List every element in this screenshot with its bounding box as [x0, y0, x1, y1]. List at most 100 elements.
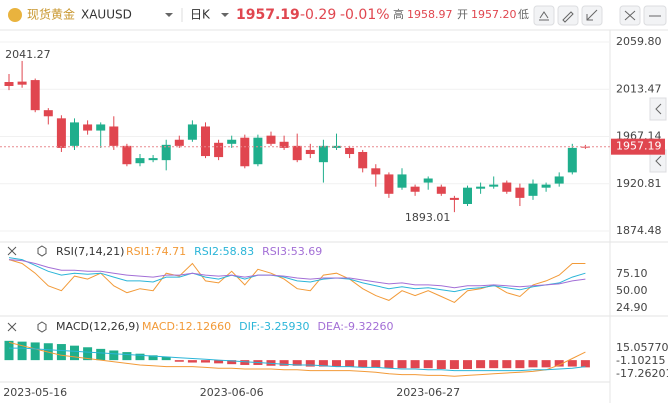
candle-body [554, 176, 564, 184]
candle-body [17, 81, 27, 85]
macd-bar [463, 360, 472, 369]
macd-bar [502, 360, 512, 369]
y-tick-label: 2059.80 [616, 35, 662, 48]
high-label: 高 [393, 7, 404, 21]
settings-icon[interactable] [37, 245, 47, 257]
macd-bar [476, 360, 486, 369]
indicator-title: RSI(7,14,21) [56, 245, 124, 258]
y-tick-label: -17.26201 [616, 367, 668, 380]
candle-body [56, 118, 66, 148]
close-icon[interactable] [7, 246, 17, 256]
macd-bar [292, 360, 302, 366]
macd-bar [397, 360, 407, 369]
macd-bar [201, 360, 210, 363]
macd-bar [410, 360, 420, 369]
x-tick-label: 2023-06-06 [200, 386, 264, 399]
candle-body [70, 122, 79, 146]
min-price-label: 1893.01 [405, 211, 451, 224]
candle-body [541, 184, 551, 188]
last-price: 1957.19 [236, 7, 300, 23]
macd-bar [332, 360, 341, 367]
candle-body [161, 144, 171, 161]
tool-button[interactable] [557, 5, 579, 26]
macd-bar [240, 360, 250, 365]
settings-icon[interactable] [37, 321, 47, 333]
macd-bar [580, 360, 590, 368]
macd-bar [227, 360, 237, 365]
y-tick-label: 24.90 [616, 301, 648, 314]
tool-button[interactable] [581, 5, 603, 26]
candle-body [436, 186, 446, 194]
candle-body [410, 186, 420, 192]
macd-bar [489, 360, 499, 369]
candle-body [476, 186, 486, 189]
macd-bar [148, 355, 158, 361]
candle-body [463, 187, 472, 204]
dropdown-arrow[interactable] [221, 13, 229, 17]
macd-bar [449, 360, 459, 369]
symbol-name[interactable]: 现货黄金 [27, 7, 75, 22]
candle-body [567, 147, 577, 173]
collapse-button[interactable] [649, 97, 667, 121]
macd-bar [345, 360, 355, 367]
symbol[interactable]: XAUUSD [81, 8, 132, 22]
y-tick-label: 1920.81 [616, 177, 662, 190]
header: 现货黄金 XAUUSD 日K 1957.19 -0.29 -0.01% 高 19… [8, 5, 667, 26]
candle-body [240, 137, 250, 167]
macd-bar [305, 360, 315, 367]
macd-header: MACD(12,26,9) [7, 320, 140, 333]
rsi-header: RSI(7,14,21) [7, 245, 124, 258]
macd-bar [358, 360, 368, 368]
candle-body [397, 174, 407, 188]
last-price-tag: 1957.19 [616, 140, 662, 153]
candle-body [528, 183, 538, 196]
tool-button[interactable] [533, 5, 555, 26]
macd-bar [371, 360, 381, 368]
candle-body [148, 158, 158, 161]
candle-body [201, 126, 210, 157]
y-tick-label: 50.00 [616, 284, 648, 297]
candle-body [489, 184, 499, 187]
macd-bar [318, 360, 328, 367]
macd-bar [515, 360, 525, 369]
candle-body [423, 178, 433, 183]
candle-body [292, 145, 302, 161]
macd-bar [423, 360, 433, 369]
candle-body [384, 174, 394, 194]
high-value: 1958.97 [407, 8, 453, 21]
tool-button[interactable] [619, 5, 641, 26]
dropdown-arrow[interactable] [165, 13, 173, 17]
candle-body [83, 124, 93, 131]
candle-body [358, 151, 368, 169]
period[interactable]: 日K [190, 8, 211, 22]
macd-line [9, 347, 586, 372]
macd-bar [161, 356, 171, 361]
legend-entry: RSI3:53.69 [262, 245, 322, 258]
y-tick-label: 2013.47 [616, 82, 662, 95]
tool-button[interactable] [643, 5, 667, 26]
candle-body [371, 168, 381, 175]
change: -0.29 [300, 7, 336, 23]
candle-body [174, 139, 184, 146]
candle-body [187, 124, 197, 140]
macd-bar [30, 342, 40, 361]
close-icon[interactable] [7, 322, 17, 332]
candle-body [502, 182, 512, 192]
macd-bar [4, 340, 14, 361]
indicator-title: MACD(12,26,9) [56, 320, 140, 333]
symbol-icon [8, 8, 22, 22]
macd-bar [135, 353, 145, 361]
candle-body [109, 126, 119, 146]
candle-body [30, 80, 40, 111]
change-pct: -0.01% [340, 7, 390, 23]
legend-entry: RSI2:58.83 [194, 245, 254, 258]
open-value: 1957.20 [471, 8, 517, 21]
candle-body [135, 158, 145, 164]
candle-body [345, 147, 355, 155]
max-price-label: 2041.27 [5, 48, 51, 61]
macd-bar [384, 360, 394, 369]
macd-bar [122, 352, 132, 361]
candle-body [214, 142, 224, 158]
